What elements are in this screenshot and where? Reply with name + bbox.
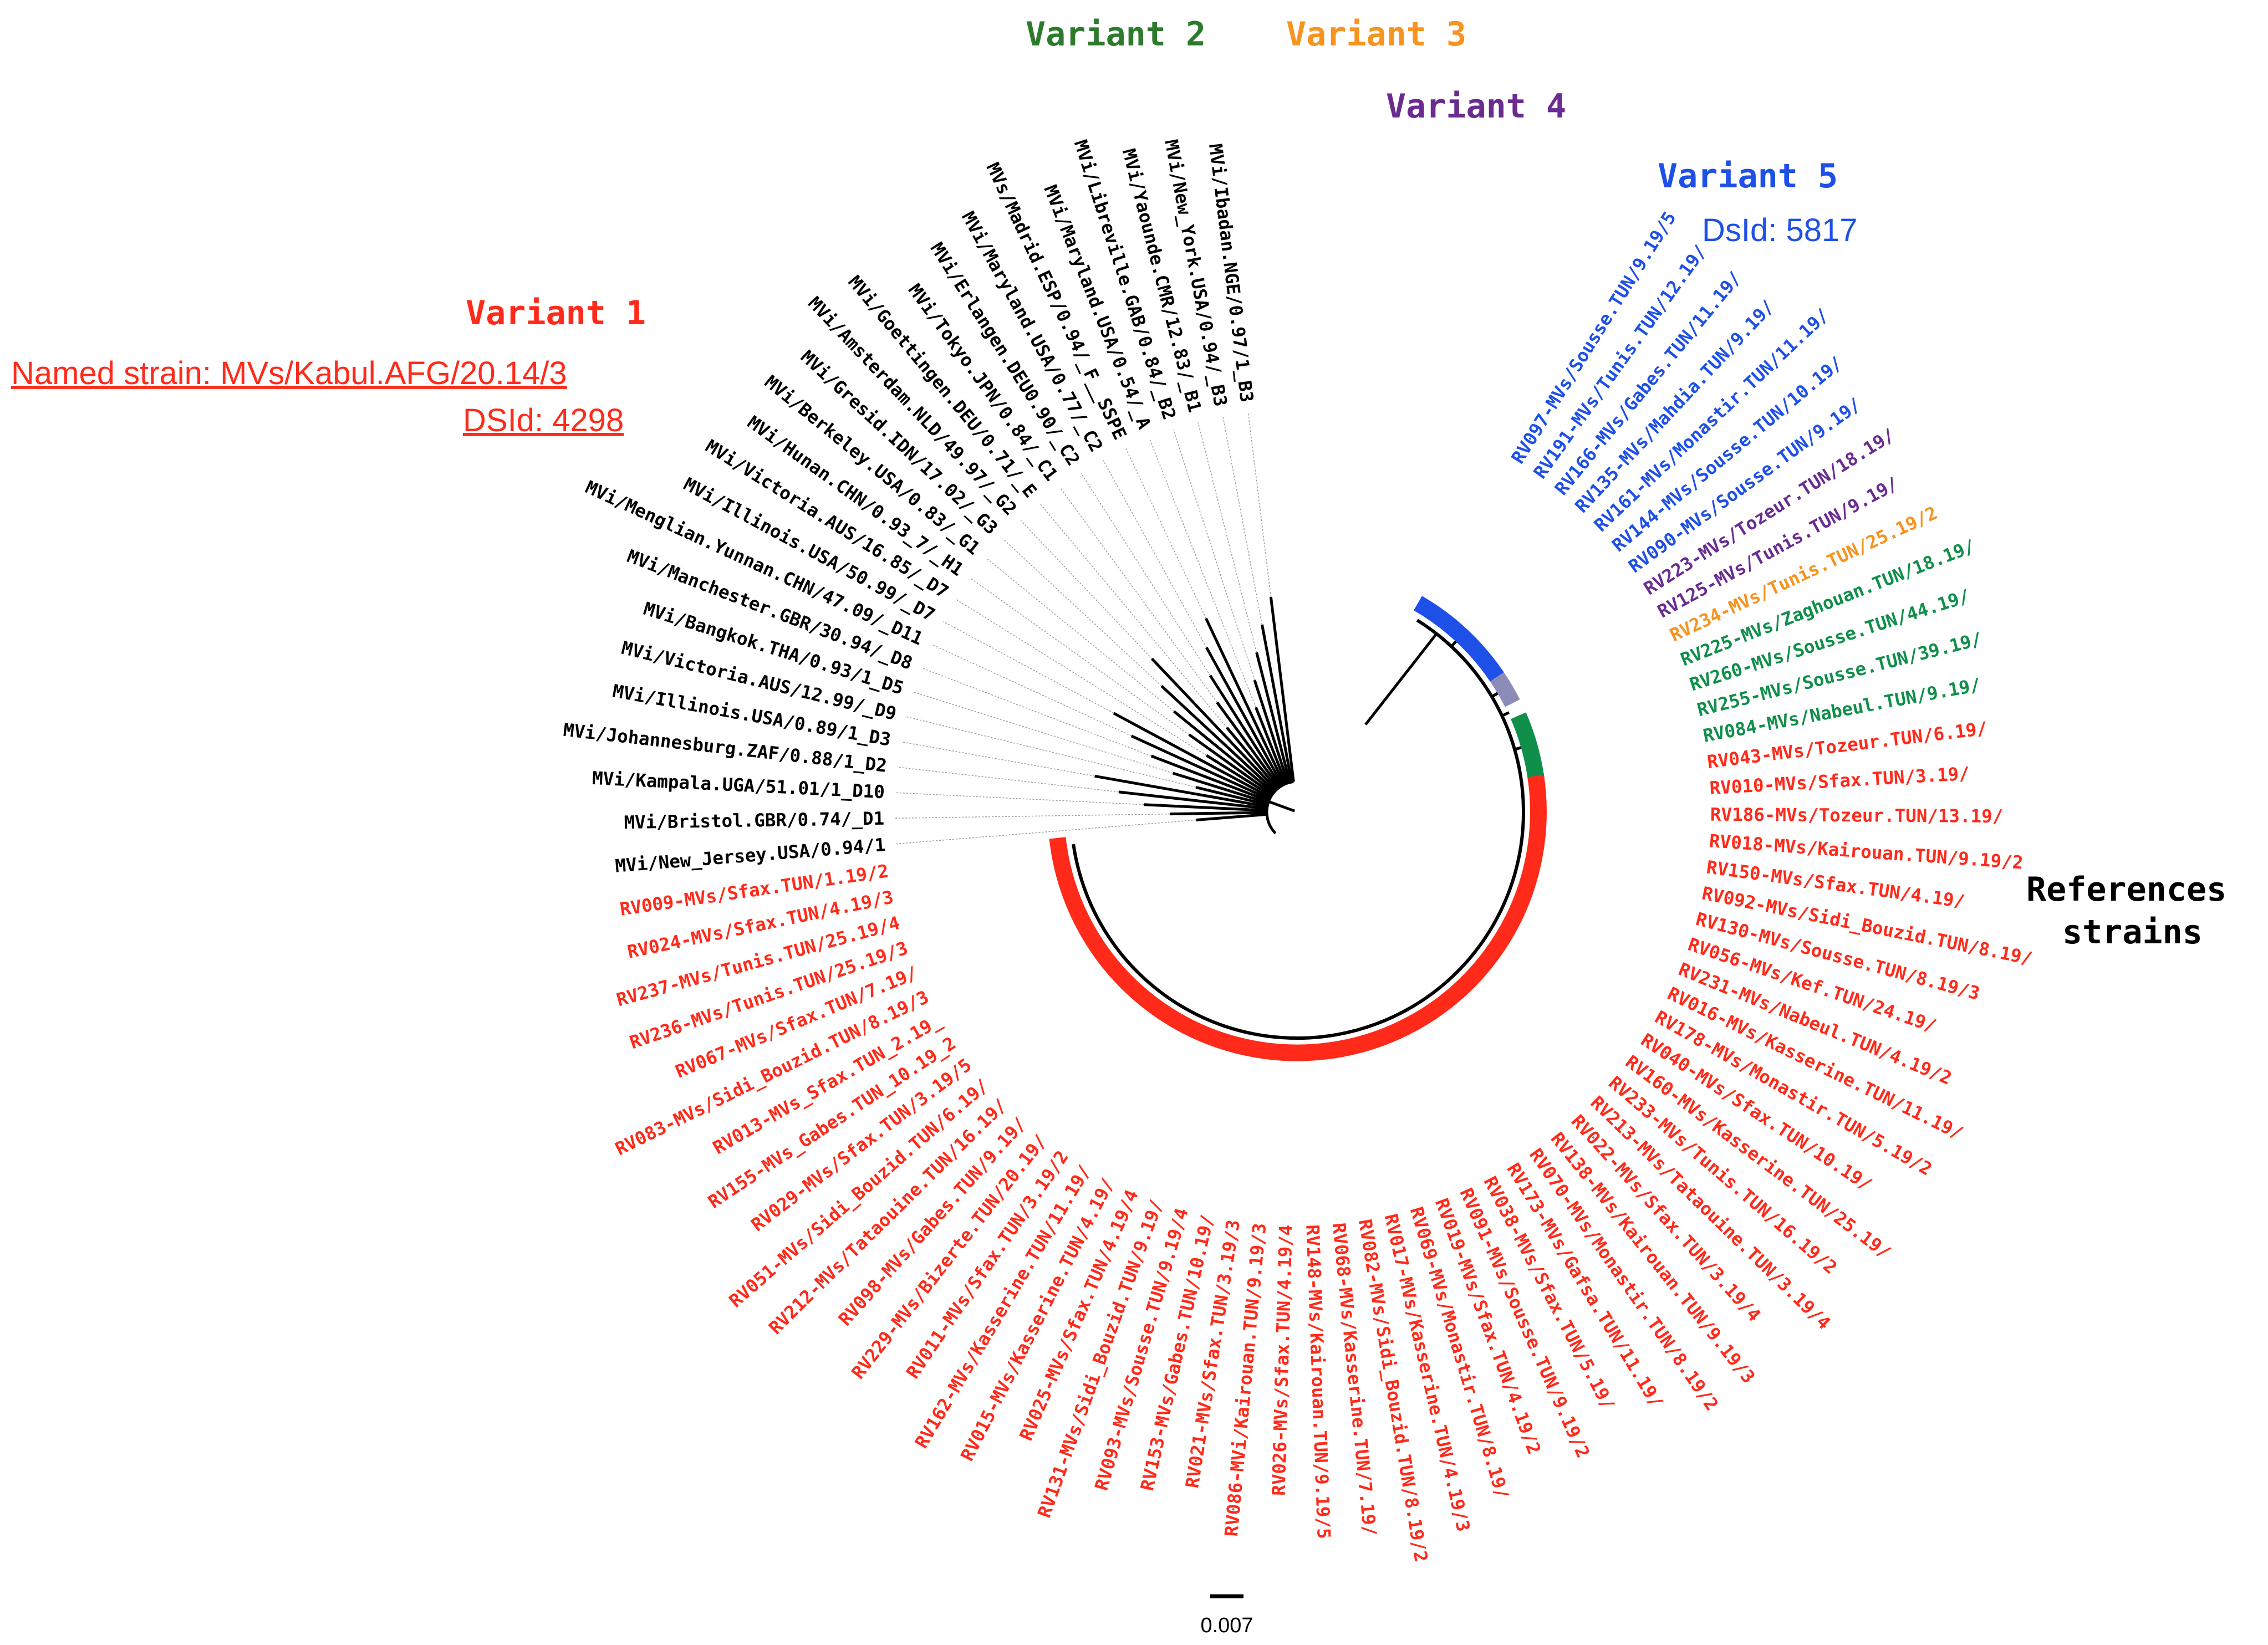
reference-branch [1144, 803, 1267, 812]
guide-line [956, 599, 1207, 756]
guide-line [1247, 413, 1272, 597]
guide-line [1081, 473, 1211, 676]
guide-line [895, 813, 1170, 819]
variant4-stub [1491, 691, 1500, 698]
guide-line [1002, 538, 1162, 687]
variant1-band [1049, 773, 1547, 1061]
root-arc [1265, 780, 1294, 835]
tunisian-clade-branch [1072, 619, 1526, 1040]
variant3-title: Variant 3 [1286, 15, 1466, 54]
reference-branch [1113, 712, 1271, 799]
variant2-stub [1514, 745, 1523, 751]
guide-line [921, 667, 1151, 757]
reference-branch [1195, 786, 1268, 806]
guide-line [1149, 438, 1256, 708]
variant1-title: Variant 1 [466, 294, 646, 333]
guide-line [985, 557, 1175, 712]
variant2-title: Variant 2 [1026, 15, 1206, 54]
guide-line [1173, 430, 1255, 681]
guide-line [896, 819, 1196, 845]
variant5-stub [1450, 640, 1458, 648]
reference-branch [1255, 652, 1291, 783]
reference-branch [1130, 734, 1271, 801]
reference-branch [1118, 790, 1267, 810]
variant1-named-strain: Named strain: MVs/Kabul.AFG/20.14/3 [11, 355, 567, 391]
guide-line [1103, 459, 1207, 648]
guide-line [906, 716, 1196, 788]
guide-line [931, 644, 1132, 737]
reference-branch [1196, 813, 1267, 821]
guide-line [943, 621, 1114, 714]
reference-guide-lines [895, 413, 1272, 845]
tip-label: MVi/Bristol.GBR/0.74/_D1 [624, 808, 884, 833]
tip-label: RV186-MVs/Tozeur.TUN/13.19/ [1710, 804, 2004, 827]
reference-branch [1169, 811, 1267, 816]
reference-branch [1209, 675, 1282, 787]
reference-branch [1151, 657, 1277, 791]
reference-branch [1188, 733, 1273, 796]
variant2-band [1510, 712, 1544, 778]
reference-branch [1205, 617, 1286, 785]
variant4-band [1489, 671, 1520, 707]
variant5-title: Variant 5 [1658, 157, 1838, 196]
guide-line [1020, 520, 1153, 660]
variant5-band [1413, 596, 1504, 682]
reference-branch [1173, 710, 1275, 794]
variant1-dsid: DSId: 4298 [463, 402, 624, 438]
reference-branch [1254, 707, 1288, 784]
guide-line [901, 741, 1095, 777]
tip-label: RV026-MVs/Sfax.TUN/4.19/4 [1268, 1224, 1296, 1496]
reference-branch [1172, 772, 1269, 804]
reference-branch [1150, 754, 1270, 803]
references-title-line1: References [2026, 870, 2226, 909]
guide-line [898, 767, 1119, 793]
variant5-dsid: DsId: 5817 [1702, 212, 1858, 248]
guide-line [1059, 487, 1217, 703]
guide-line [1222, 417, 1263, 625]
root-stub [1268, 800, 1296, 813]
tip-label: MVi/Kampala.UGA/51.01/1_D10 [592, 768, 885, 803]
variant4-title: Variant 4 [1386, 87, 1566, 126]
guide-line [970, 578, 1190, 735]
reference-branch [1205, 646, 1284, 786]
reference-branch [1226, 727, 1279, 790]
tip-labels: RV097-MVs/Sousse.TUN/9.19/5RV191-MVs/Tun… [562, 137, 2034, 1564]
references-title-line2: strains [2062, 913, 2203, 952]
reference-branch [1260, 624, 1293, 783]
guide-line [1039, 503, 1227, 728]
variant3-stub [1501, 711, 1510, 717]
guide-line [913, 692, 1173, 774]
reference-branch [1094, 774, 1268, 808]
reference-branch [1269, 596, 1295, 782]
reference-branch [1253, 680, 1290, 784]
tip-label: RV148-MVs/Kairouan.TUN/9.19/5 [1302, 1224, 1334, 1539]
reference-branch [1216, 701, 1281, 789]
tree-branches [1072, 596, 1526, 1040]
variant-color-bands [1049, 596, 1547, 1061]
guide-line [895, 792, 1144, 805]
reference-branch [1160, 684, 1276, 793]
reference-branch [1205, 754, 1272, 798]
clade-stem [1364, 632, 1438, 726]
guide-line [1125, 448, 1207, 619]
tip-label: RV010-MVs/Sfax.TUN/3.19/ [1709, 763, 1970, 799]
scale-bar-label: 0.007 [1200, 1614, 1253, 1637]
guide-line [1197, 422, 1257, 653]
